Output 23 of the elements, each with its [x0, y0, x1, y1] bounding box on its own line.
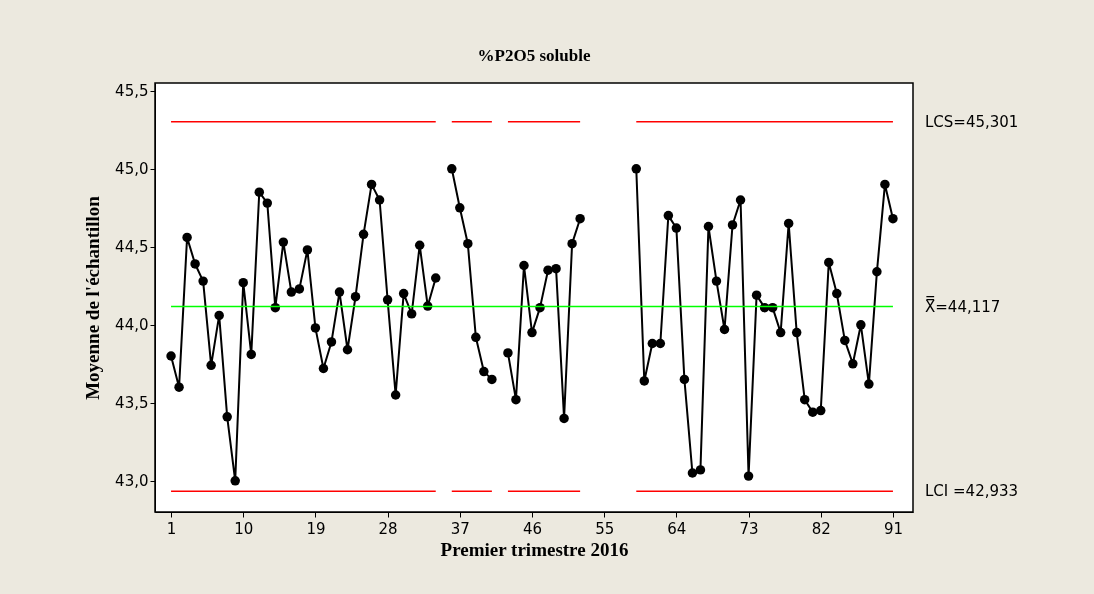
- x-tick-label: 64: [667, 519, 687, 538]
- text: LCI =42,933: [925, 482, 1019, 501]
- x-tick-label: 28: [378, 519, 398, 538]
- text: LCS=45,301: [925, 112, 1019, 131]
- x-tick-label: 91: [883, 519, 903, 538]
- x-tick-label: 46: [522, 519, 543, 538]
- x-tick-label: 19: [306, 519, 326, 538]
- y-tick-label: 44,0: [115, 316, 149, 335]
- x-tick-label: 55: [595, 519, 615, 538]
- x-axis-title: Premier trimestre 2016: [440, 538, 629, 560]
- x-tick-label: 73: [739, 519, 759, 538]
- y-axis-title: Moyenne de l'échantillon: [82, 195, 104, 400]
- y-tick-label: 44,5: [115, 238, 149, 257]
- chart-title: %P2O5 soluble: [477, 46, 591, 65]
- x-tick-label: 82: [811, 519, 831, 538]
- x-tick-label: 10: [234, 519, 254, 538]
- ref-line-label: X̿=44,117: [925, 295, 1001, 316]
- y-tick-label: 43,5: [115, 394, 149, 413]
- y-tick-label: 45,5: [115, 82, 149, 101]
- x-tick-label: 1: [166, 519, 177, 538]
- y-tick-label: 43,0: [115, 472, 149, 491]
- y-tick-label: 45,0: [115, 160, 149, 179]
- x-tick-label: 37: [450, 519, 470, 538]
